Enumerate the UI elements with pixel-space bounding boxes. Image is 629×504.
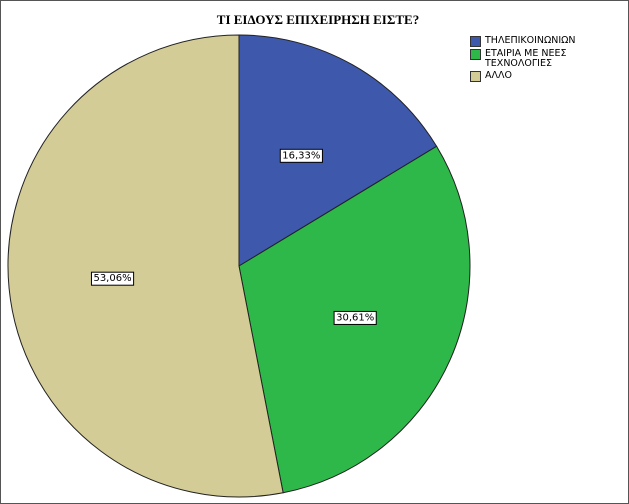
legend-label: ΤΗΛΕΠΙΚΟΙΝΩΝΙΩΝ [485, 35, 576, 46]
legend-item: ΕΤΑΙΡΙΑ ΜΕ ΝΕΕΣ ΤΕΧΝΟΛΟΓΙΕΣ [470, 49, 580, 69]
value-label-box [90, 271, 135, 286]
legend-swatch [470, 49, 481, 60]
legend-item: ΤΗΛΕΠΙΚΟΙΝΩΝΙΩΝ [470, 36, 580, 47]
legend-label: ΑΛΛΟ [485, 70, 512, 81]
legend: ΤΗΛΕΠΙΚΟΙΝΩΝΙΩΝ ΕΤΑΙΡΙΑ ΜΕ ΝΕΕΣ ΤΕΧΝΟΛΟΓΙ… [470, 36, 580, 84]
chart-title: ΤΙ ΕΙΔΟΥΣ ΕΠΙΧΕΙΡΗΣΗ ΕΙΣΤΕ? [217, 12, 419, 27]
value-label: 30,61% [336, 312, 374, 323]
value-label-box [279, 148, 323, 163]
pie-slice [238, 34, 438, 267]
legend-label: ΕΤΑΙΡΙΑ ΜΕ ΝΕΕΣ ΤΕΧΝΟΛΟΓΙΕΣ [485, 48, 567, 69]
value-label: 16,33% [282, 150, 320, 161]
value-label-box [333, 310, 377, 325]
legend-swatch [470, 71, 481, 82]
value-label: 53,06% [93, 273, 131, 284]
pie-slice [7, 34, 284, 498]
legend-item: ΑΛΛΟ [470, 71, 580, 82]
legend-swatch [470, 36, 481, 47]
